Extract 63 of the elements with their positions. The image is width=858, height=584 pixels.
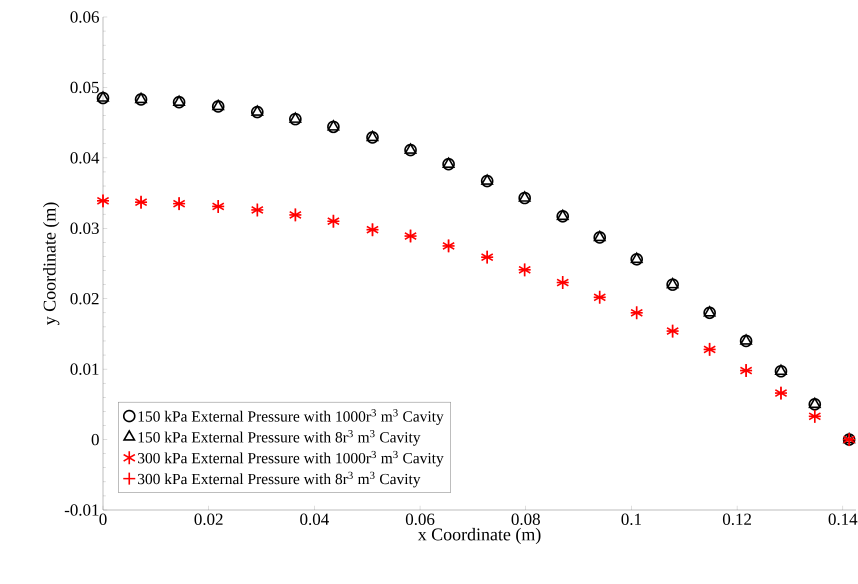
y-tick-label: 0.04: [70, 152, 100, 164]
point: [808, 398, 821, 408]
legend-label: 300 kPa External Pressure with 8r$^{3}$ m$^{3}$ Cavity: [138, 472, 420, 488]
y-tick-label: 0.02: [70, 292, 99, 304]
point: [843, 432, 856, 444]
y-tick-label: 0.05: [70, 82, 99, 94]
point: [630, 252, 643, 264]
y-axis-title: y Coordinate (m): [43, 202, 60, 326]
point: [251, 106, 264, 118]
point: [212, 100, 224, 113]
y-tick-label: 0.03: [70, 222, 99, 234]
point: [774, 364, 788, 378]
point: [740, 334, 752, 348]
legend-label: 150 kPa External Pressure with 8r$^{3}$ m$^{3}$ Cavity: [138, 430, 420, 446]
point: [251, 105, 264, 116]
x-axis-title: x Coordinate (m): [418, 528, 540, 544]
point: [212, 100, 224, 110]
y-tick-label: 0: [92, 434, 99, 446]
point: [289, 112, 302, 126]
point: [97, 91, 109, 102]
point: [704, 306, 716, 317]
point: [518, 191, 531, 202]
point: [593, 231, 606, 244]
point: [774, 364, 787, 376]
point: [404, 143, 417, 154]
point: [327, 120, 340, 131]
point: [481, 174, 494, 185]
x-tick-label: 0.06: [406, 514, 434, 526]
point: [173, 95, 186, 106]
point: [518, 192, 531, 204]
point: [666, 278, 679, 288]
point: [630, 252, 644, 266]
x-tick-label: 0.12: [722, 514, 751, 526]
point: [442, 157, 455, 168]
point: [808, 398, 822, 411]
point: [556, 210, 570, 223]
point: [703, 306, 716, 320]
x-tick-label: 0.1: [621, 514, 641, 526]
y-tick-label: 0.01: [70, 363, 98, 375]
point: [366, 131, 379, 144]
y-tick-label: 0.06: [70, 11, 99, 23]
y-tick-label: -0.01: [64, 504, 98, 516]
x-tick-label: 0.02: [194, 514, 223, 526]
point: [556, 210, 569, 220]
point: [289, 112, 302, 123]
point: [740, 334, 752, 345]
point: [480, 174, 494, 188]
x-tick-label: 0.04: [300, 514, 329, 526]
point: [327, 120, 340, 134]
point: [666, 278, 679, 291]
point: [135, 92, 148, 104]
point: [96, 92, 110, 104]
point: [134, 93, 148, 106]
point: [404, 144, 417, 156]
point: [594, 230, 606, 242]
x-tick-label: 0.14: [828, 514, 858, 526]
x-tick-label: 0: [99, 514, 107, 525]
point: [366, 130, 378, 142]
point: [172, 96, 186, 109]
legend-label: 300 kPa External Pressure with 1000r$^{3}$ m$^{3}$ Cavity: [138, 450, 444, 467]
legend-label: 150 kPa External Pressure with 1000r$^{3}$ m$^{3}$ Cavity: [138, 409, 444, 425]
x-tick-label: 0.08: [512, 514, 540, 526]
point: [442, 158, 455, 170]
